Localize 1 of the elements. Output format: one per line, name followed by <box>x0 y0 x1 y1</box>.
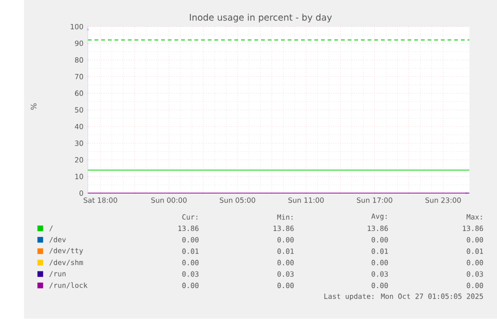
chart-title: Inode usage in percent - by day <box>190 14 332 23</box>
